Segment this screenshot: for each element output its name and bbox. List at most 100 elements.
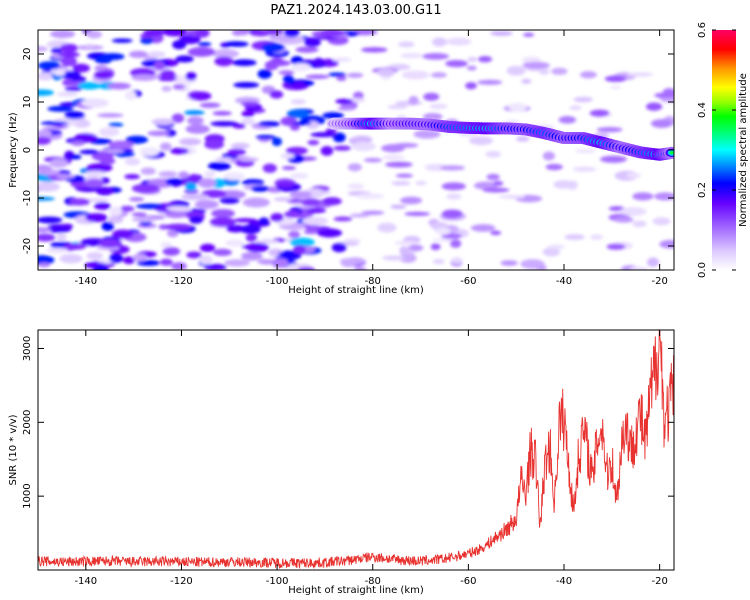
noise-blob	[473, 181, 498, 190]
noise-blob	[57, 91, 78, 97]
noise-blob	[290, 55, 304, 65]
noise-blob	[289, 124, 300, 131]
noise-blob	[465, 82, 477, 90]
noise-blob	[469, 136, 493, 146]
noise-blob	[429, 103, 448, 110]
noise-blob	[59, 223, 74, 229]
noise-blob	[241, 117, 255, 125]
noise-blob	[401, 70, 430, 80]
noise-blob	[404, 211, 431, 216]
noise-blob	[387, 104, 408, 110]
noise-blob	[60, 56, 78, 67]
noise-blob	[92, 265, 109, 270]
noise-blob	[246, 242, 270, 253]
noise-blob	[233, 82, 260, 88]
noise-blob	[59, 43, 78, 53]
noise-blob	[165, 211, 188, 219]
noise-blob	[233, 218, 258, 223]
noise-blob	[277, 251, 297, 256]
noise-blob	[38, 61, 61, 70]
noise-blob	[609, 85, 622, 90]
noise-blob	[189, 215, 203, 224]
noise-blob	[430, 72, 447, 78]
noise-blob	[125, 90, 137, 101]
noise-blob	[322, 112, 344, 119]
noise-blob	[652, 217, 671, 226]
noise-blob	[467, 57, 478, 62]
noise-blob	[317, 228, 343, 238]
noise-blob	[297, 266, 315, 270]
noise-blob	[187, 47, 216, 57]
noise-blob	[56, 233, 67, 242]
noise-blob	[98, 127, 120, 137]
noise-blob	[290, 98, 307, 105]
noise-blob	[553, 180, 575, 189]
noise-blob	[38, 164, 52, 173]
noise-blob	[236, 30, 250, 36]
noise-blob	[211, 208, 235, 218]
noise-blob	[226, 224, 246, 233]
bottom-x-axis: -140 -120 -100 -80 -60 -40 -20	[74, 330, 668, 587]
noise-blob	[50, 47, 63, 54]
noise-blob	[293, 244, 306, 255]
noise-blob	[136, 260, 161, 266]
noise-blob	[400, 196, 423, 205]
noise-blob	[306, 207, 326, 214]
noise-blob	[629, 266, 649, 270]
noise-blob	[280, 116, 297, 126]
noise-blob	[204, 263, 227, 270]
snr-frame	[37, 329, 675, 571]
noise-blob	[64, 111, 85, 120]
noise-blob	[56, 174, 75, 179]
noise-blob	[450, 239, 462, 248]
noise-blob	[352, 91, 364, 100]
noise-blob	[86, 30, 103, 39]
noise-blob	[361, 47, 388, 53]
noise-blob	[185, 124, 210, 134]
noise-blob	[313, 57, 325, 67]
noise-blob	[225, 239, 245, 247]
noise-blob	[351, 135, 373, 145]
noise-blob	[227, 148, 246, 156]
noise-blob	[124, 157, 141, 166]
noise-blob	[59, 254, 83, 264]
noise-blob	[128, 50, 148, 59]
noise-blob	[275, 180, 295, 188]
noise-blob	[38, 46, 48, 53]
noise-blob	[112, 229, 134, 239]
noise-blob	[38, 89, 55, 96]
x-tick-label: -100	[266, 576, 289, 587]
x-tick-label: -80	[365, 576, 381, 587]
noise-blob	[270, 212, 284, 222]
noise-blob	[68, 154, 82, 160]
noise-blob	[38, 233, 56, 242]
noise-blob	[38, 129, 52, 137]
noise-blob	[199, 102, 221, 108]
noise-blob	[604, 75, 627, 83]
noise-blob	[521, 78, 532, 84]
noise-blob	[108, 122, 124, 128]
noise-blob	[209, 217, 236, 227]
noise-blob	[131, 212, 147, 217]
noise-blob	[185, 72, 197, 81]
noise-blob	[86, 251, 103, 260]
x-tick-label: -140	[74, 576, 97, 587]
noise-blob	[310, 132, 337, 138]
y-tick-label: 3000	[22, 336, 33, 361]
noise-blob	[545, 163, 563, 171]
noise-blob	[109, 206, 123, 217]
noise-blob	[278, 70, 295, 76]
noise-blob	[547, 244, 566, 250]
noise-blob	[619, 207, 647, 216]
noise-blob	[574, 149, 596, 154]
noise-blob	[94, 202, 111, 210]
noise-blob	[214, 56, 234, 67]
noise-blob	[551, 67, 568, 75]
x-tick-label: -40	[556, 276, 572, 287]
y-tick-label: 2000	[22, 410, 33, 435]
noise-blob	[285, 146, 308, 155]
noise-blob	[211, 49, 240, 59]
spectrogram-noise	[38, 30, 674, 270]
colorbar-label: Normalized spectral amplitude	[738, 73, 749, 227]
noise-blob	[564, 234, 585, 241]
